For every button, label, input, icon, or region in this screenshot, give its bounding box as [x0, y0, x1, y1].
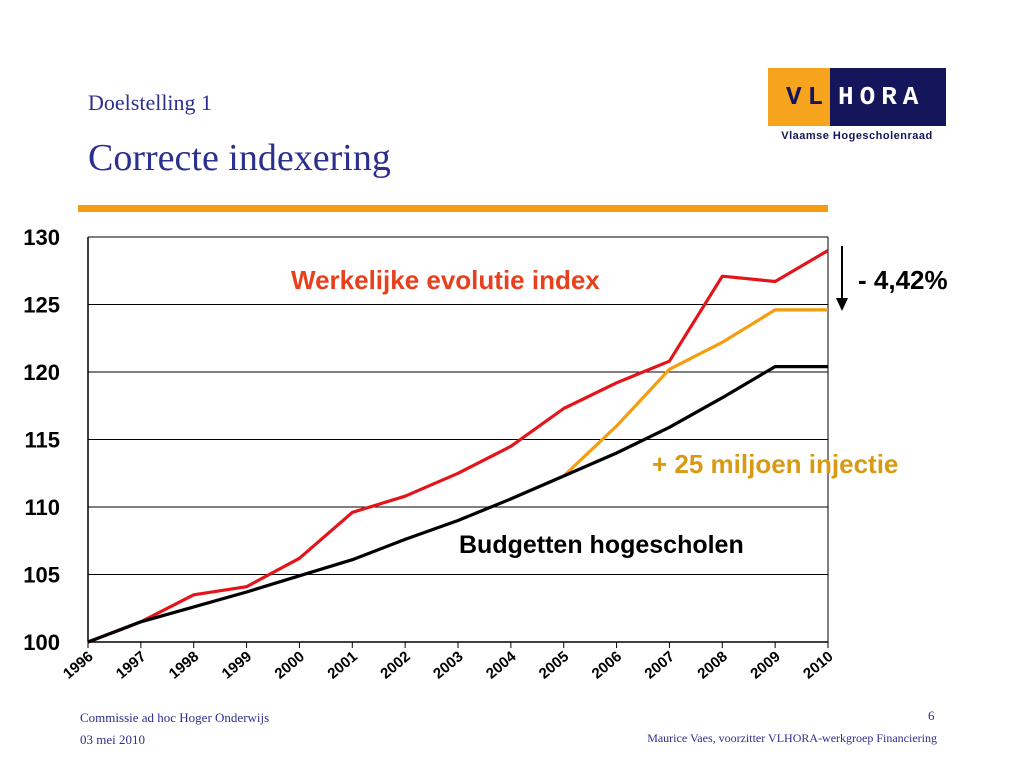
slide-title: Correcte indexering: [88, 137, 391, 179]
x-tick-label: 2004: [483, 648, 520, 683]
logo-left-text: VL: [786, 82, 830, 112]
footer-right-line: Maurice Vaes, voorzitter VLHORA-werkgroe…: [647, 731, 937, 745]
vlhora-logo: VL HORA Vlaamse Hogescholenraad: [768, 68, 946, 148]
y-tick-label: 110: [25, 495, 61, 520]
series-line-2: [87, 365, 828, 644]
logo-navy-block: [830, 68, 946, 126]
series-label-injectie: + 25 miljoen injectie: [652, 449, 898, 479]
series-line-0: [87, 249, 829, 644]
y-tick-label: 115: [25, 428, 61, 453]
footer-left-line1: Commissie ad hoc Hoger Onderwijs: [80, 710, 270, 725]
x-tick-label: 1997: [113, 648, 149, 682]
x-tick-label: 2006: [589, 648, 625, 682]
y-tick-label: 125: [23, 293, 60, 318]
y-tick-label: 105: [23, 563, 60, 588]
series-label-budgetten: Budgetten hogescholen: [459, 531, 744, 559]
y-tick-label: 130: [23, 225, 60, 250]
x-tick-label: 2005: [536, 648, 572, 682]
x-tick-label: 2002: [377, 648, 413, 682]
logo-tagline: Vlaamse Hogescholenraad: [781, 130, 933, 142]
logo-wordmark: VL HORA: [768, 82, 946, 112]
logo-orange-block: [768, 68, 830, 126]
x-tick-label: 2008: [694, 648, 730, 682]
logo-right-text: HORA: [838, 82, 925, 112]
x-tick-label: 2000: [272, 648, 308, 682]
footer-left-line2: 03 mei 2010: [80, 732, 145, 747]
x-tick-label: 1998: [166, 648, 202, 682]
x-tick-label: 2001: [324, 648, 360, 682]
y-tick-label: 120: [23, 360, 60, 385]
x-tick-label: 1999: [219, 648, 255, 682]
x-tick-label: 2009: [747, 648, 783, 682]
series-line-1: [562, 308, 828, 478]
page-number: 6: [928, 708, 935, 723]
gap-label: - 4,42%: [858, 265, 948, 295]
slide-subtitle: Doelstelling 1: [88, 90, 213, 115]
y-tick-label: 100: [23, 630, 60, 655]
series-label-werkelijke: Werkelijke evolutie index: [291, 265, 600, 295]
x-tick-label: 2007: [642, 648, 678, 682]
gap-arrow-head: [836, 298, 848, 311]
accent-rule: [78, 205, 828, 212]
x-tick-label: 2003: [430, 648, 466, 682]
x-tick-label: 2010: [800, 648, 836, 682]
x-tick-label: 1996: [60, 648, 96, 682]
